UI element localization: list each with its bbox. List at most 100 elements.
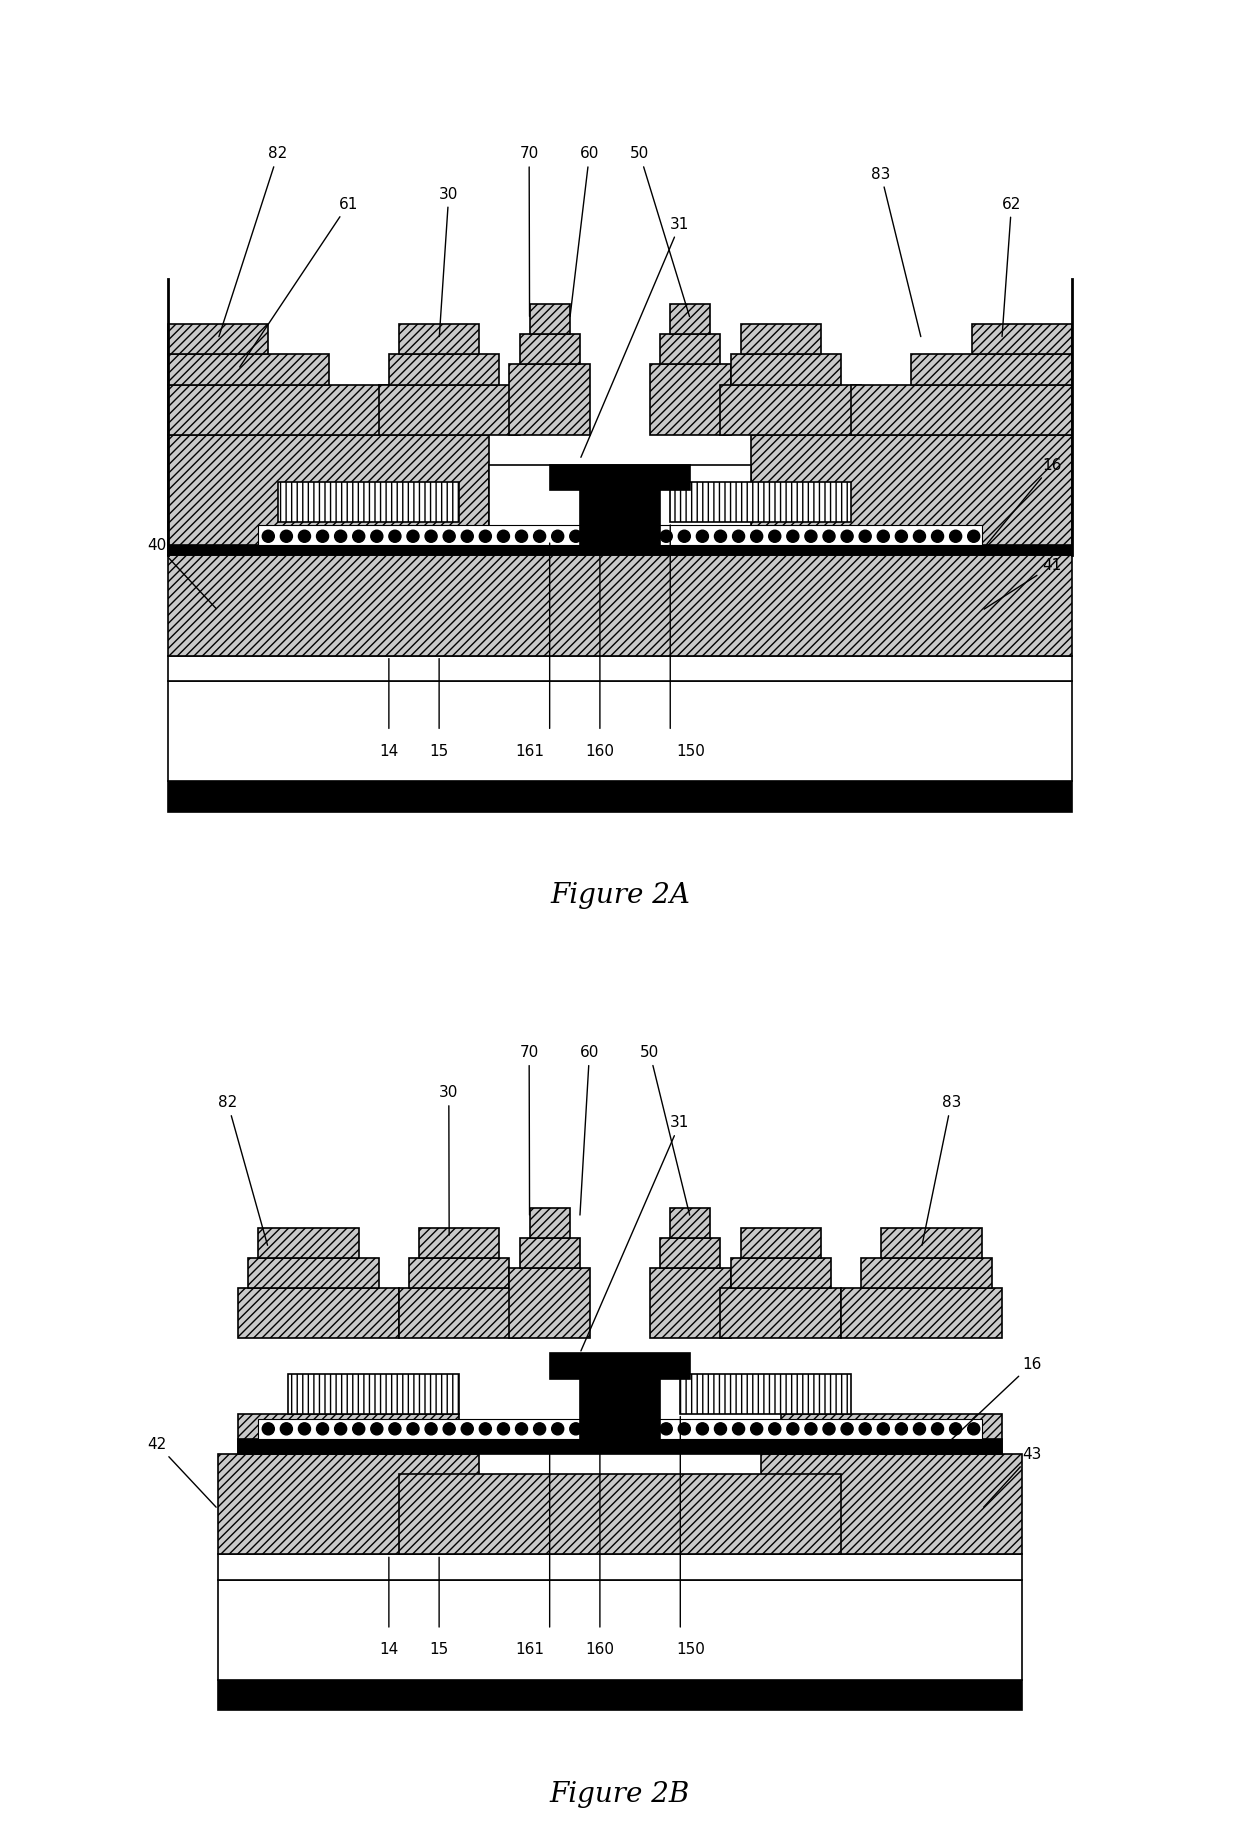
Text: 31: 31 bbox=[580, 217, 689, 458]
Circle shape bbox=[750, 1424, 763, 1434]
Text: 82: 82 bbox=[219, 146, 288, 336]
Circle shape bbox=[606, 1424, 618, 1434]
Circle shape bbox=[443, 1424, 455, 1434]
Text: 70: 70 bbox=[520, 1046, 538, 1215]
Text: 30: 30 bbox=[439, 1086, 459, 1236]
Circle shape bbox=[642, 531, 655, 542]
Bar bbox=[258, 1418, 982, 1438]
Bar bbox=[167, 354, 329, 385]
Circle shape bbox=[714, 531, 727, 542]
Bar bbox=[510, 365, 590, 434]
Circle shape bbox=[461, 1424, 474, 1434]
Text: 31: 31 bbox=[580, 1115, 689, 1350]
Circle shape bbox=[352, 531, 365, 542]
Text: 61: 61 bbox=[239, 197, 358, 367]
Circle shape bbox=[841, 531, 853, 542]
Bar bbox=[278, 482, 459, 522]
Circle shape bbox=[697, 531, 708, 542]
Circle shape bbox=[371, 1424, 383, 1434]
Circle shape bbox=[461, 531, 474, 542]
Bar bbox=[218, 1555, 1022, 1580]
Bar bbox=[520, 334, 580, 365]
Bar bbox=[911, 354, 1073, 385]
Circle shape bbox=[877, 1424, 889, 1434]
Bar bbox=[167, 655, 1073, 681]
Circle shape bbox=[678, 1424, 691, 1434]
Bar bbox=[740, 325, 821, 354]
Circle shape bbox=[787, 531, 799, 542]
Bar bbox=[520, 1237, 580, 1268]
Bar bbox=[549, 465, 691, 491]
Circle shape bbox=[262, 1424, 274, 1434]
Bar bbox=[218, 1580, 1022, 1681]
Bar bbox=[851, 385, 1073, 434]
Bar bbox=[238, 1438, 1002, 1455]
Circle shape bbox=[552, 1424, 564, 1434]
Circle shape bbox=[931, 1424, 944, 1434]
Bar bbox=[549, 1354, 691, 1378]
Bar bbox=[167, 540, 1073, 555]
Bar bbox=[730, 1257, 831, 1288]
Circle shape bbox=[335, 531, 347, 542]
Text: 14: 14 bbox=[379, 745, 398, 759]
Circle shape bbox=[967, 1424, 980, 1434]
Bar bbox=[671, 305, 711, 334]
Circle shape bbox=[642, 1424, 655, 1434]
Circle shape bbox=[425, 531, 438, 542]
Text: 15: 15 bbox=[429, 745, 449, 759]
Circle shape bbox=[877, 531, 889, 542]
Text: 70: 70 bbox=[520, 146, 538, 316]
Circle shape bbox=[389, 1424, 401, 1434]
Bar bbox=[258, 1228, 358, 1257]
Circle shape bbox=[805, 1424, 817, 1434]
Bar bbox=[218, 1681, 1022, 1710]
Circle shape bbox=[624, 531, 636, 542]
Circle shape bbox=[480, 531, 491, 542]
Text: 42: 42 bbox=[148, 1436, 216, 1507]
Bar bbox=[861, 1257, 992, 1288]
Circle shape bbox=[805, 531, 817, 542]
Bar bbox=[258, 526, 982, 546]
Bar bbox=[529, 1208, 569, 1237]
Circle shape bbox=[606, 531, 618, 542]
Circle shape bbox=[697, 1424, 708, 1434]
Bar bbox=[760, 1455, 1022, 1555]
Circle shape bbox=[823, 531, 835, 542]
Circle shape bbox=[480, 1424, 491, 1434]
Bar bbox=[399, 1288, 520, 1338]
Text: 161: 161 bbox=[515, 745, 544, 759]
Text: 60: 60 bbox=[580, 1046, 599, 1215]
Circle shape bbox=[552, 531, 564, 542]
Text: 83: 83 bbox=[872, 166, 921, 336]
Bar bbox=[681, 1374, 851, 1414]
Circle shape bbox=[624, 1424, 636, 1434]
Circle shape bbox=[931, 531, 944, 542]
Bar bbox=[167, 555, 1073, 655]
Circle shape bbox=[316, 531, 329, 542]
Circle shape bbox=[769, 531, 781, 542]
Circle shape bbox=[733, 531, 744, 542]
Circle shape bbox=[750, 531, 763, 542]
Circle shape bbox=[389, 531, 401, 542]
Circle shape bbox=[950, 1424, 962, 1434]
Circle shape bbox=[533, 1424, 546, 1434]
Text: 83: 83 bbox=[923, 1095, 961, 1245]
Circle shape bbox=[841, 1424, 853, 1434]
Bar bbox=[510, 1268, 590, 1338]
Text: 14: 14 bbox=[379, 1642, 398, 1657]
Circle shape bbox=[516, 531, 527, 542]
Text: 15: 15 bbox=[429, 1642, 449, 1657]
Bar bbox=[882, 1228, 982, 1257]
Bar bbox=[248, 1257, 379, 1288]
Circle shape bbox=[497, 531, 510, 542]
Circle shape bbox=[859, 1424, 872, 1434]
Text: 82: 82 bbox=[218, 1095, 268, 1245]
Bar bbox=[167, 325, 268, 354]
Bar bbox=[218, 1455, 480, 1555]
Text: Figure 2B: Figure 2B bbox=[549, 1781, 691, 1807]
Bar bbox=[167, 434, 490, 546]
Bar bbox=[580, 480, 660, 551]
Circle shape bbox=[569, 1424, 582, 1434]
Bar bbox=[238, 1288, 399, 1338]
Circle shape bbox=[895, 1424, 908, 1434]
